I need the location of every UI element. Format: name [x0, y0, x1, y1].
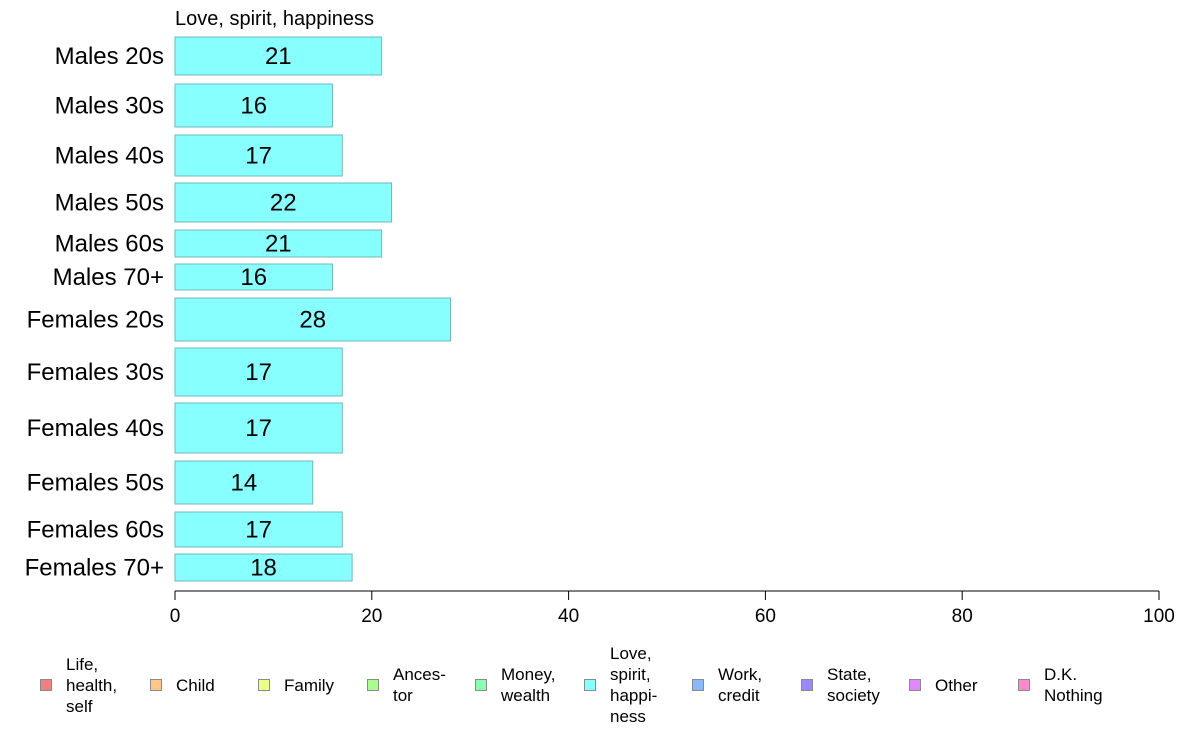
legend-swatch [692, 679, 704, 691]
category-label: Males 50s [55, 190, 164, 217]
category-label: Males 40s [55, 143, 164, 170]
bar [174, 263, 333, 291]
legend-label: Ances- tor [393, 665, 446, 705]
category-label: Females 30s [27, 359, 164, 386]
legend-item: State, society [801, 640, 880, 730]
legend-swatch [258, 679, 270, 691]
bar-value-label: 22 [270, 190, 297, 217]
legend-label: Family [284, 675, 335, 695]
bar-value-label: 17 [245, 143, 272, 170]
legend-label: Money, wealth [501, 665, 556, 705]
bar [174, 182, 392, 223]
legend-item: Ances- tor [367, 640, 446, 730]
legend-swatch [367, 679, 379, 691]
legend-item: Love, spirit, happi- ness [584, 640, 657, 730]
legend-swatch [909, 679, 921, 691]
category-label: Females 20s [27, 307, 164, 334]
bar [174, 511, 343, 548]
x-tick-label: 20 [361, 606, 382, 627]
bar [174, 347, 343, 397]
legend-label: Work, credit [718, 665, 763, 705]
bar-value-label: 18 [250, 555, 277, 582]
legend-label: Other [935, 675, 978, 695]
bar-value-label: 21 [265, 43, 292, 70]
bar [174, 36, 383, 76]
legend-item: Other [909, 640, 978, 730]
bar [174, 297, 452, 342]
legend-item: Money, wealth [475, 640, 556, 730]
legend: Life, health, self Child Family Ances- tor M… [0, 640, 1188, 730]
bar-value-label: 14 [231, 470, 258, 497]
bar-value-label: 16 [240, 264, 267, 291]
x-tick-label: 80 [952, 606, 973, 627]
bar [174, 134, 343, 177]
bar [174, 553, 353, 582]
legend-swatch [1018, 679, 1030, 691]
legend-label: Life, health, self [66, 654, 118, 716]
x-tick-label: 100 [1143, 606, 1175, 627]
legend-label: State, society [827, 665, 880, 705]
category-label: Females 70+ [25, 555, 164, 582]
category-label: Males 70+ [53, 264, 164, 291]
bars-group: Males 20s 21 Males 30s 16 Males 40s 17 Males 5… [25, 36, 452, 582]
bar [174, 229, 383, 258]
legend-swatch [150, 679, 162, 691]
bar-value-label: 17 [245, 359, 272, 386]
bar-value-label: 21 [265, 231, 292, 258]
legend-item: Life, health, self [40, 640, 117, 730]
category-label: Males 60s [55, 231, 164, 258]
panel-title: Love, spirit, happiness [175, 8, 374, 30]
legend-label: Love, spirit, happi- ness [610, 644, 658, 726]
legend-item: Child [150, 640, 215, 730]
legend-swatch [40, 679, 52, 691]
x-axis: 0 20 40 60 80 100 [170, 590, 1175, 627]
legend-label: Child [176, 675, 215, 695]
bar-value-label: 28 [299, 307, 326, 334]
legend-item: Family [258, 640, 334, 730]
bar-chart: Love, spirit, happiness Males 20s 21Males… [25, 8, 1175, 627]
bar [174, 460, 314, 505]
legend-item: Work, credit [692, 640, 762, 730]
legend-item: D.K. Nothing [1018, 640, 1103, 730]
x-tick-label: 0 [170, 606, 181, 627]
bar [174, 402, 343, 454]
bar [174, 83, 333, 128]
category-label: Females 50s [27, 470, 164, 497]
category-label: Females 40s [27, 415, 164, 442]
legend-swatch [584, 679, 596, 691]
bar-value-label: 17 [245, 415, 272, 442]
legend-swatch [475, 679, 487, 691]
category-label: Females 60s [27, 517, 164, 544]
bar-value-label: 17 [245, 517, 272, 544]
legend-swatch [801, 679, 813, 691]
legend-label: D.K. Nothing [1044, 665, 1103, 705]
x-tick-label: 60 [755, 606, 776, 627]
category-label: Males 20s [55, 43, 164, 70]
x-tick-label: 40 [558, 606, 579, 627]
bar-value-label: 16 [240, 93, 267, 120]
category-label: Males 30s [55, 93, 164, 120]
